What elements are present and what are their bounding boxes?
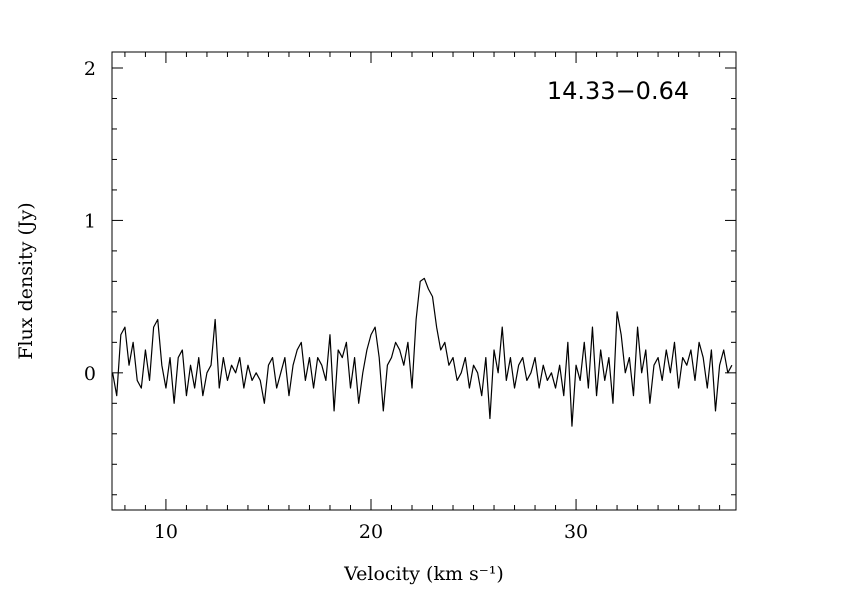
x-tick-label: 20 [359, 521, 383, 543]
y-axis-label: Flux density (Jy) [15, 202, 37, 359]
y-tick-label: 1 [84, 210, 96, 232]
annotation: 14.33−0.64 [547, 77, 689, 105]
x-tick-label: 30 [564, 521, 588, 543]
x-axis-label: Velocity (km s⁻¹) [343, 563, 504, 585]
x-tick-label: 10 [154, 521, 178, 543]
plot-frame [111, 51, 737, 511]
spectrum-line [112, 277, 733, 427]
y-tick-label: 2 [84, 58, 96, 80]
y-tick-label: 0 [84, 363, 96, 385]
